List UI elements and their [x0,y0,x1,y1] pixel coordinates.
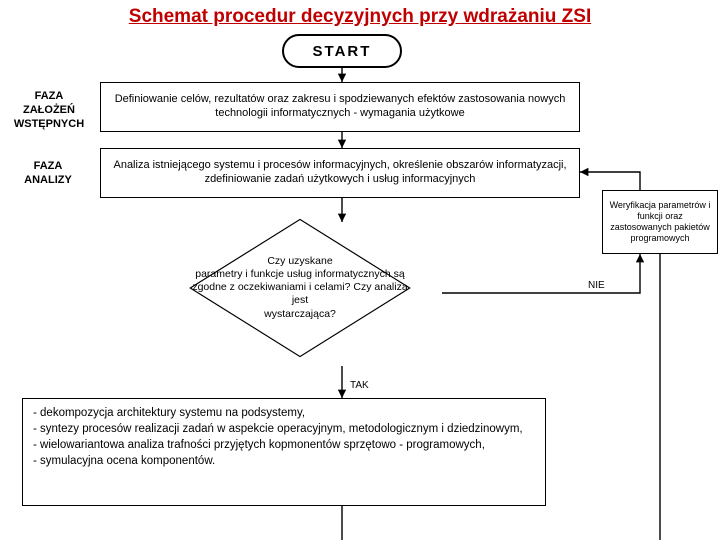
phase-label-1: FAZA ZAŁOŻEŃ WSTĘPNYCH [10,90,88,131]
edge-label-nie: NIE [588,280,605,291]
node-define-goals: Definiowanie celów, rezultatów oraz zakr… [100,82,580,132]
phase-label-2: FAZA ANALIZY [18,160,78,188]
list-item: - symulacyjna ocena komponentów. [33,453,535,469]
node-start: START [282,34,402,68]
list-item: - syntezy procesów realizacji zadań w as… [33,421,535,437]
node-verification: Weryfikacja parametrów i funkcji oraz za… [602,190,718,254]
node-label: Definiowanie celów, rezultatów oraz zakr… [107,93,573,121]
diagram-canvas: Schemat procedur decyzyjnych przy wdraża… [0,0,720,540]
page-title: Schemat procedur decyzyjnych przy wdraża… [0,6,720,28]
list-item: - dekompozycja architektury systemu na p… [33,405,535,421]
node-decomposition-list: - dekompozycja architektury systemu na p… [22,398,546,506]
start-label: START [313,43,372,60]
edge-label-tak: TAK [350,380,369,391]
decision-d1: Czy uzyskane parametry i funkcje usług i… [188,218,412,358]
node-label: Analiza istniejącego systemu i procesów … [107,159,573,187]
node-analysis: Analiza istniejącego systemu i procesów … [100,148,580,198]
decision-label: Czy uzyskane parametry i funkcje usług i… [188,255,412,321]
node-label: Weryfikacja parametrów i funkcji oraz za… [609,200,711,245]
list-item: - wielowariantowa analiza trafności przy… [33,437,535,453]
